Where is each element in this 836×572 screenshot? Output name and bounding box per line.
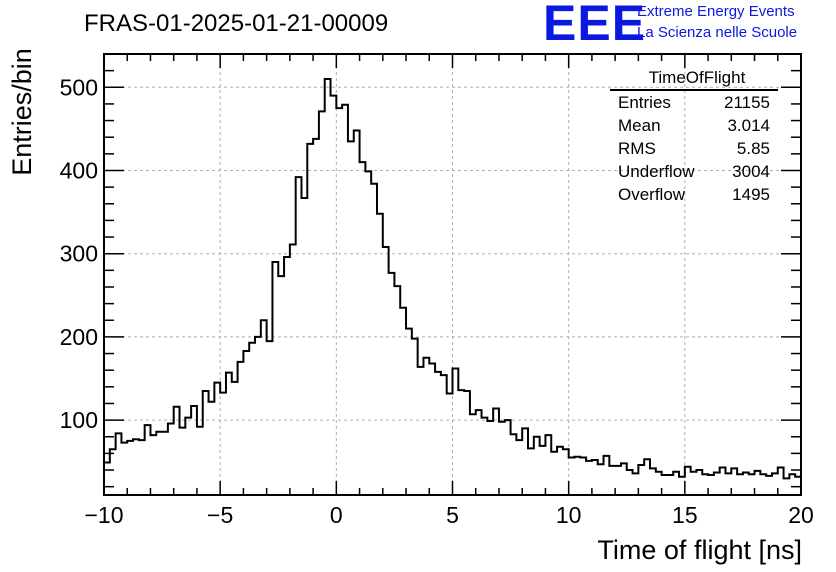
stat-label: Entries bbox=[618, 93, 671, 112]
stat-value: 1495 bbox=[732, 185, 770, 204]
stat-label: Mean bbox=[618, 116, 661, 135]
stat-value: 3004 bbox=[732, 162, 770, 181]
x-tick-label: 20 bbox=[788, 502, 814, 528]
y-tick-label: 100 bbox=[60, 407, 98, 433]
x-tick-label: 0 bbox=[330, 502, 343, 528]
stats-title: TimeOfFlight bbox=[648, 68, 746, 87]
x-tick-label: 5 bbox=[446, 502, 459, 528]
y-tick-label: 400 bbox=[60, 157, 98, 183]
y-axis-label: Entries/bin bbox=[7, 48, 37, 176]
y-tick-label: 300 bbox=[60, 241, 98, 267]
plot-frame bbox=[103, 53, 802, 496]
eee-logo: EEE bbox=[543, 0, 647, 51]
stat-row-overflow: Overflow 1495 bbox=[610, 183, 778, 206]
axis-ticks bbox=[103, 53, 802, 495]
x-tick-label: 10 bbox=[556, 502, 582, 528]
logo-caption-line2: La Scienza nelle Scuole bbox=[637, 24, 798, 41]
x-axis-label: Time of flight [ns] bbox=[597, 535, 802, 565]
stat-value: 5.85 bbox=[736, 139, 770, 158]
logo-caption-line1: Extreme Energy Events bbox=[637, 3, 795, 20]
stat-value: 21155 bbox=[723, 93, 770, 112]
y-tick-label: 200 bbox=[60, 324, 98, 350]
stats-box: TimeOfFlight Entries 21155 Mean 3.014 RM… bbox=[610, 67, 778, 206]
tick-labels: −10 −5 0 5 10 15 20 100 200 300 400 500 bbox=[60, 74, 814, 528]
stats-divider bbox=[610, 89, 778, 91]
stat-label: RMS bbox=[618, 139, 656, 158]
stat-row-mean: Mean 3.014 bbox=[610, 114, 778, 137]
histogram-title: FRAS-01-2025-01-21-00009 bbox=[84, 10, 389, 37]
stat-value: 3.014 bbox=[727, 116, 770, 135]
stat-row-rms: RMS 5.85 bbox=[610, 137, 778, 160]
x-tick-label: −5 bbox=[207, 502, 233, 528]
grid-lines bbox=[104, 54, 801, 495]
y-tick-label: 500 bbox=[60, 74, 98, 100]
stat-row-entries: Entries 21155 bbox=[610, 91, 778, 114]
x-tick-label: −10 bbox=[84, 502, 123, 528]
stat-label: Underflow bbox=[618, 162, 695, 181]
x-tick-label: 15 bbox=[672, 502, 698, 528]
stat-label: Overflow bbox=[618, 185, 686, 204]
stat-row-underflow: Underflow 3004 bbox=[610, 160, 778, 183]
histogram-line bbox=[104, 77, 801, 480]
